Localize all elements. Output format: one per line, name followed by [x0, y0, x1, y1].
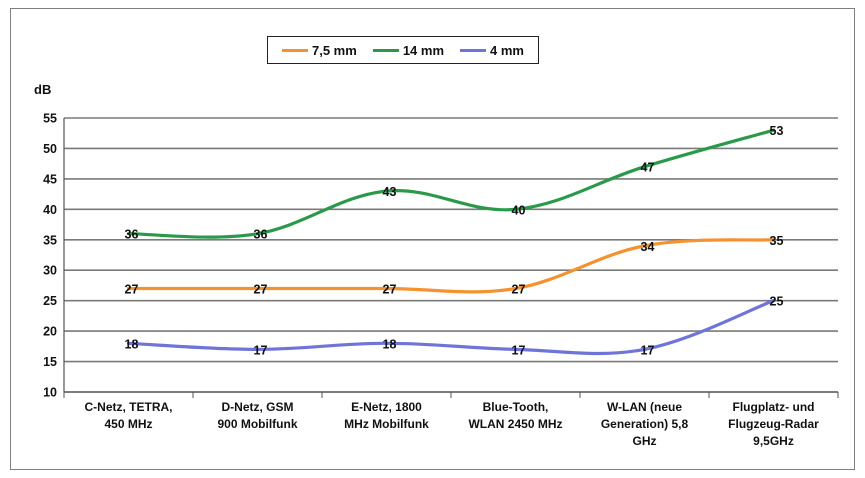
legend-label-series-1: 7,5 mm: [312, 42, 357, 58]
x-category-label: W-LAN (neue Generation) 5,8 GHz: [601, 400, 689, 448]
series-line-1: [126, 238, 776, 294]
series-line-3: [126, 299, 776, 356]
y-tick-label: 10: [43, 386, 57, 400]
y-tick-label: 55: [43, 112, 57, 126]
x-category-label-line: Flugzeug-Radar: [728, 417, 819, 431]
legend-item-series-2: 14 mm: [372, 42, 445, 58]
data-label: 27: [254, 282, 268, 296]
x-category-label: Flugplatz- und Flugzeug-Radar 9,5GHz: [728, 400, 819, 448]
data-label: 27: [512, 282, 526, 296]
x-category-label-line: Generation) 5,8: [601, 417, 689, 431]
legend-swatch-series-2: [372, 48, 399, 52]
data-label: 17: [254, 343, 268, 357]
data-label: 43: [383, 185, 397, 199]
x-category-label-line: Blue-Tooth,: [483, 400, 549, 414]
data-label: 27: [383, 282, 397, 296]
x-category-label-line: GHz: [633, 434, 657, 448]
data-label: 17: [512, 343, 526, 357]
data-label: 35: [770, 234, 784, 248]
x-category-label-line: WLAN 2450 MHz: [468, 417, 562, 431]
y-tick-label: 45: [43, 172, 57, 186]
series-line-2: [126, 128, 776, 239]
legend: 7,5 mm 14 mm 4 mm: [267, 36, 539, 64]
x-category-label-line: E-Netz, 1800: [351, 400, 422, 414]
legend-item-series-3: 4 mm: [460, 43, 524, 58]
x-category-label-line: C-Netz, TETRA,: [85, 400, 173, 414]
x-category-label: D-Netz, GSM 900 Mobilfunk: [217, 400, 297, 431]
x-category-label: E-Netz, 1800 MHz Mobilfunk: [344, 400, 429, 431]
data-label: 36: [125, 228, 139, 242]
data-label: 25: [770, 295, 784, 309]
x-category-label-line: Flugplatz- und: [733, 400, 815, 414]
y-tick-label: 15: [43, 355, 57, 369]
legend-swatch-series-1: [282, 48, 308, 52]
x-category-label-line: W-LAN (neue: [607, 400, 682, 414]
x-category-label-line: 450 MHz: [104, 417, 152, 431]
legend-label-series-3: 4 mm: [490, 42, 524, 58]
data-label: 34: [641, 240, 655, 254]
y-tick-label: 20: [43, 325, 57, 339]
x-category-label-line: MHz Mobilfunk: [344, 417, 429, 431]
legend-swatch-series-3: [460, 48, 487, 52]
data-label: 53: [770, 124, 784, 138]
y-tick-label: 25: [43, 294, 57, 308]
x-category-label: C-Netz, TETRA, 450 MHz: [85, 400, 173, 431]
data-label: 40: [512, 203, 526, 217]
x-category-label: Blue-Tooth, WLAN 2450 MHz: [468, 400, 562, 431]
y-axis-label: dB: [34, 82, 51, 97]
data-label: 36: [254, 228, 268, 242]
y-tick-label: 40: [43, 203, 57, 217]
y-tick-label: 30: [43, 264, 57, 278]
data-label: 17: [641, 343, 655, 357]
data-label: 27: [125, 282, 139, 296]
y-tick-label: 35: [43, 233, 57, 247]
legend-item-series-1: 7,5 mm: [282, 43, 357, 58]
x-category-label-line: 900 Mobilfunk: [217, 417, 297, 431]
x-category-label-line: 9,5GHz: [753, 434, 794, 448]
data-label: 47: [641, 161, 655, 175]
legend-label-series-2: 14 mm: [402, 42, 445, 58]
y-tick-label: 50: [43, 142, 57, 156]
data-label: 18: [125, 337, 139, 351]
x-category-label-line: D-Netz, GSM: [222, 400, 294, 414]
data-label: 18: [383, 337, 397, 351]
